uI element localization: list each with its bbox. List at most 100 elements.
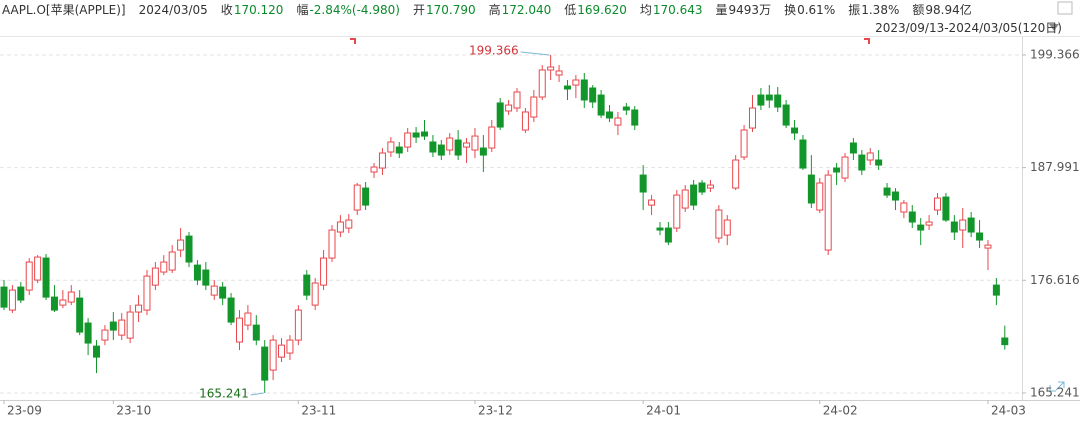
quote-label: 均 (639, 3, 652, 17)
symbol: AAPL.O[苹果(APPLE)] (2, 3, 126, 17)
candle-body (782, 104, 790, 126)
x-tick-label: 23-11 (301, 404, 336, 418)
candle-body (732, 159, 740, 189)
candle-body (387, 141, 395, 153)
candle-body (286, 339, 294, 354)
candle-body (521, 111, 529, 131)
candle-body (976, 232, 984, 241)
quote-label: 收 (220, 3, 233, 17)
candle-body (118, 319, 126, 336)
candle-body (513, 91, 521, 109)
quote-label: 额 (912, 3, 925, 17)
x-tick-label: 23-12 (478, 404, 513, 418)
candle-body (404, 132, 412, 148)
quote: 幅 -2.84%(-4.980) (296, 1, 400, 19)
quote: 高 172.040 (489, 1, 552, 19)
low-label: 165.241 (199, 386, 249, 400)
candle-body (631, 109, 639, 126)
candle-body (698, 182, 706, 193)
candle-body (614, 117, 622, 126)
candle-body (875, 159, 883, 166)
x-tick-label: 23-09 (7, 404, 42, 418)
candle-body (740, 129, 748, 158)
candle-body (833, 167, 841, 173)
candle-body (8, 289, 16, 311)
candle-body (168, 251, 176, 271)
candle-body (185, 235, 193, 263)
candle-body (530, 96, 538, 118)
candle-body (202, 269, 210, 286)
date-range: 2023/09/13-2024/03/05(120日) (875, 21, 1062, 35)
quote: 收 170.120 (221, 1, 284, 19)
candle-body (1001, 337, 1009, 346)
candle-body (723, 219, 731, 236)
candle-body (488, 126, 496, 149)
candle-body (765, 94, 773, 101)
candle-body (664, 227, 672, 243)
expand-icon[interactable] (1049, 381, 1065, 392)
candle-body (950, 221, 958, 233)
candle-body (437, 144, 445, 156)
candle-body (269, 339, 277, 371)
candle-body (883, 187, 891, 196)
candle-body (210, 285, 218, 296)
candle-body (866, 152, 874, 161)
candle-body (311, 282, 319, 306)
candle-body (942, 196, 950, 221)
candle-body (50, 296, 58, 311)
candle-body (328, 229, 336, 259)
candle-body (101, 329, 109, 341)
candle-body (143, 275, 151, 311)
candle-body (900, 202, 908, 213)
candle-body (959, 219, 967, 231)
candle-body (227, 297, 235, 323)
candle-body (193, 264, 201, 281)
low-pointer (250, 392, 264, 396)
candle-body (891, 191, 899, 201)
candle-body (505, 104, 513, 112)
candle-body (606, 111, 614, 119)
quote-label: 换 (784, 3, 797, 17)
candle-body (622, 106, 630, 111)
candle-body (0, 286, 8, 308)
candle-body (17, 286, 25, 301)
candle-body (589, 87, 597, 103)
quote-value: 170.790 (425, 3, 476, 17)
candle-body (673, 194, 681, 229)
candle-body (580, 79, 588, 101)
candle-body (908, 211, 916, 223)
candle-body (538, 69, 546, 98)
quote-label: 开 (412, 3, 425, 17)
range-dropdown[interactable] (1049, 24, 1059, 31)
candle-body (109, 321, 117, 331)
event-marker[interactable] (350, 38, 356, 44)
quote-value: 170.643 (652, 3, 703, 17)
candle-body (252, 324, 260, 341)
candle-body (917, 224, 925, 231)
candle-body (320, 257, 328, 286)
candle-body (160, 261, 168, 273)
toolbar-icon[interactable] (1057, 1, 1073, 15)
candle-body (235, 317, 243, 343)
candle-body (984, 244, 992, 249)
candle-body (471, 135, 479, 151)
date: 2024/03/05 (138, 3, 208, 17)
candle-body (690, 184, 698, 206)
quote-value: 170.120 (233, 3, 284, 17)
event-marker[interactable] (864, 38, 870, 44)
candle-body (395, 146, 403, 154)
candle-body (446, 137, 454, 151)
quote-value: 172.040 (501, 3, 552, 17)
candle-body (59, 299, 67, 306)
candle-body (547, 66, 555, 71)
candle-body (353, 184, 361, 211)
candle-body (25, 261, 33, 291)
candle-body (67, 291, 75, 303)
y-tick-label: 199.366 (1030, 47, 1080, 61)
candle-body (639, 174, 647, 193)
candle-body (93, 345, 101, 358)
quote-label: 幅 (296, 3, 309, 17)
quote: 均 170.643 (640, 1, 703, 19)
high-pointer (520, 51, 550, 56)
candle-body (76, 297, 84, 333)
